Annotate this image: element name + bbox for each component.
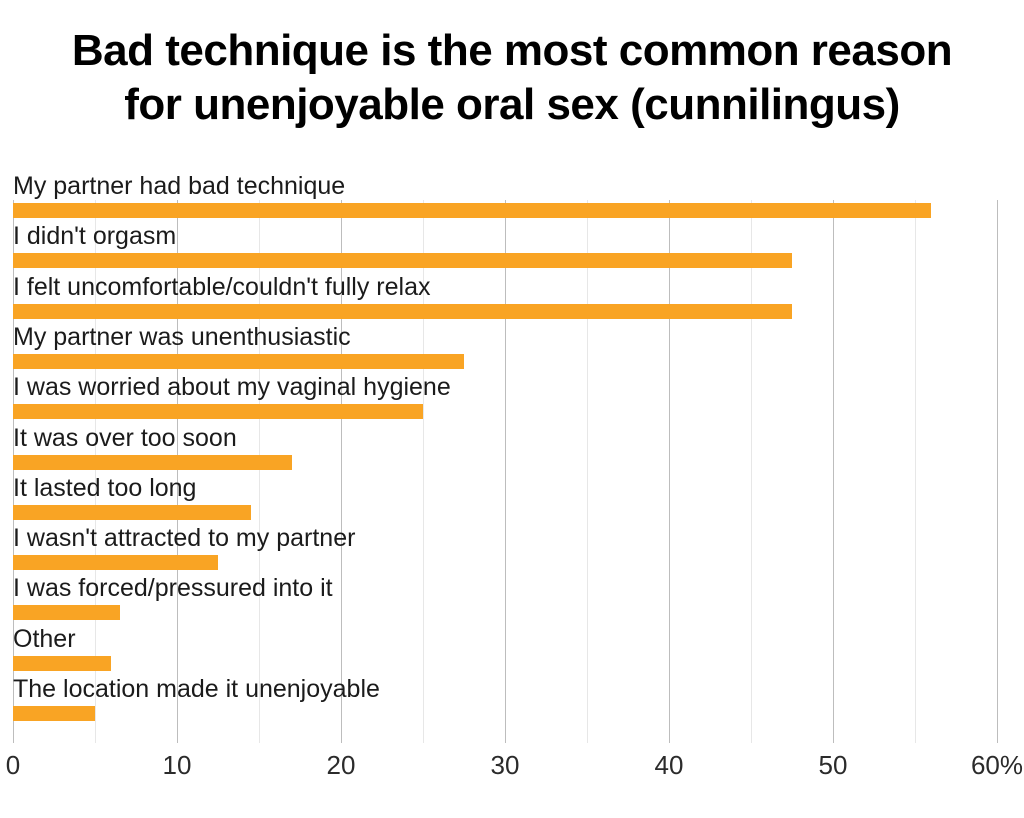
- bar-label: My partner was unenthusiastic: [13, 322, 351, 351]
- bar: [13, 253, 792, 269]
- gridline-40: [669, 200, 670, 743]
- chart-title: Bad technique is the most common reason f…: [0, 24, 1024, 132]
- gridline-60: [997, 200, 998, 743]
- x-tick-label: 30: [490, 750, 520, 780]
- bar-label: I felt uncomfortable/couldn't fully rela…: [13, 272, 431, 301]
- bar-label: I was forced/pressured into it: [13, 574, 333, 603]
- bar: [13, 303, 792, 319]
- bar: [13, 353, 464, 369]
- gridline-15: [259, 200, 260, 743]
- bar: [13, 555, 218, 571]
- gridline-35: [587, 200, 588, 743]
- bar-label: Other: [13, 624, 76, 653]
- bar-label: My partner had bad technique: [13, 172, 346, 200]
- gridline-10: [177, 200, 178, 743]
- gridline-55: [915, 200, 916, 743]
- x-tick-label: 60%: [970, 750, 1024, 780]
- bar-label: It lasted too long: [13, 473, 197, 502]
- x-tick-label: 20: [326, 750, 356, 780]
- chart-title-line1: Bad technique is the most common reason: [71, 26, 953, 75]
- x-tick-label: 10: [162, 750, 192, 780]
- bar-label: I didn't orgasm: [13, 222, 177, 251]
- gridline-0: [13, 200, 14, 743]
- bar: [13, 504, 251, 520]
- bar: [13, 404, 423, 420]
- bar-label: The location made it unenjoyable: [13, 675, 380, 703]
- bar: [13, 655, 111, 671]
- bar-label: It was over too soon: [13, 423, 237, 452]
- bar-label: I wasn't attracted to my partner: [13, 524, 356, 553]
- gridline-45: [751, 200, 752, 743]
- bar: [13, 706, 95, 721]
- bar: [13, 454, 292, 470]
- gridline-50: [833, 200, 834, 743]
- gridline-30: [505, 200, 506, 743]
- bar: [13, 203, 931, 218]
- x-tick-label: 40: [654, 750, 684, 780]
- x-tick-label: 50: [818, 750, 848, 780]
- gridline-20: [341, 200, 342, 743]
- bar-label: I was worried about my vaginal hygiene: [13, 373, 451, 402]
- gridline-5: [95, 200, 96, 743]
- gridline-25: [423, 200, 424, 743]
- x-tick-label: 0: [5, 750, 21, 780]
- bar: [13, 605, 120, 621]
- chart-title-line2: for unenjoyable oral sex (cunnilingus): [124, 80, 900, 129]
